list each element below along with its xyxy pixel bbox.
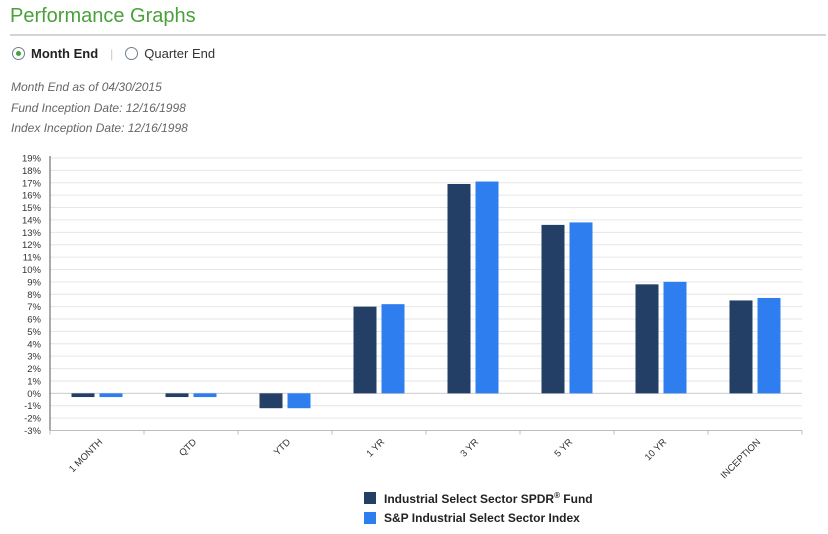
y-tick-label: 15% xyxy=(22,203,42,214)
y-tick-label: 13% xyxy=(22,228,42,239)
legend-label-fund: Industrial Select Sector SPDR® Fund xyxy=(384,490,593,506)
y-tick-label: 4% xyxy=(27,339,41,350)
toggle-separator: | xyxy=(110,46,114,61)
y-tick-label: 16% xyxy=(22,191,42,202)
title-divider xyxy=(10,34,826,36)
legend-swatch-fund xyxy=(364,492,376,504)
y-tick-label: 14% xyxy=(22,215,42,226)
y-tick-label: 6% xyxy=(27,315,41,326)
legend-label-index: S&P Industrial Select Sector Index xyxy=(384,511,580,525)
performance-info: Month End as of 04/30/2015 Fund Inceptio… xyxy=(11,77,188,139)
y-tick-label: 8% xyxy=(27,290,41,301)
bar-index xyxy=(381,304,405,394)
month-end-label[interactable]: Month End xyxy=(31,46,99,61)
quarter-end-radio[interactable]: Quarter End xyxy=(125,46,215,61)
y-tick-label: 3% xyxy=(27,352,41,363)
y-tick-label: 0% xyxy=(27,389,41,400)
fund-inception-date: Fund Inception Date: 12/16/1998 xyxy=(11,100,186,115)
x-tick-label: 3 YR xyxy=(459,437,482,460)
x-tick-label: 1 YR xyxy=(365,437,388,460)
bar-index xyxy=(287,393,311,409)
x-tick-label: INCEPTION xyxy=(719,437,763,480)
bar-index xyxy=(757,297,781,394)
radio-unchecked-icon[interactable] xyxy=(125,47,139,60)
y-tick-label: 7% xyxy=(27,302,41,313)
bar-fund xyxy=(71,393,95,398)
bar-index xyxy=(193,393,217,398)
chart-legend: Industrial Select Sector SPDR® Fund S&P … xyxy=(364,488,593,528)
x-tick-label: 5 YR xyxy=(553,437,576,460)
y-tick-label: 17% xyxy=(22,178,42,189)
legend-item-index: S&P Industrial Select Sector Index xyxy=(364,508,593,528)
y-tick-label: 12% xyxy=(22,240,42,251)
radio-checked-icon[interactable] xyxy=(12,47,25,60)
y-tick-label: -2% xyxy=(24,414,41,425)
as-of-date: Month End as of 04/30/2015 xyxy=(11,80,162,94)
bar-fund xyxy=(635,284,659,394)
bar-fund xyxy=(729,300,753,394)
bar-fund xyxy=(541,224,565,394)
y-tick-label: -1% xyxy=(24,401,41,412)
y-tick-label: 11% xyxy=(23,253,42,264)
quarter-end-label[interactable]: Quarter End xyxy=(144,46,216,61)
bar-fund xyxy=(259,393,283,409)
x-tick-label: YTD xyxy=(272,437,293,458)
x-tick-label: QTD xyxy=(177,437,199,459)
y-tick-label: 18% xyxy=(22,166,42,177)
month-end-radio[interactable]: Month End xyxy=(12,46,98,61)
y-tick-label: 10% xyxy=(22,265,42,276)
period-toggle: Month End | Quarter End xyxy=(12,46,215,61)
y-tick-label: 2% xyxy=(27,364,41,375)
bar-index xyxy=(663,281,687,394)
index-inception-date: Index Inception Date: 12/16/1998 xyxy=(11,121,188,135)
bar-fund xyxy=(353,306,377,394)
performance-bar-chart: -3%-2% -1%0% 1%2%3% 4%5%6% 7%8% 9%10%11% 12%13… xyxy=(22,154,803,480)
legend-swatch-index xyxy=(364,512,376,524)
bar-fund xyxy=(447,184,471,394)
legend-item-fund: Industrial Select Sector SPDR® Fund xyxy=(364,488,593,508)
bar-fund xyxy=(165,393,189,398)
bar-index xyxy=(99,393,123,398)
y-tick-label: 1% xyxy=(27,376,41,387)
y-tick-label: 19% xyxy=(22,154,42,165)
x-tick-label: 10 YR xyxy=(643,437,669,463)
y-tick-label: 5% xyxy=(27,327,41,338)
y-tick-label: 9% xyxy=(27,277,41,288)
bar-index xyxy=(569,222,593,394)
page-title: Performance Graphs xyxy=(10,5,196,27)
y-tick-label: -3% xyxy=(24,426,41,437)
bar-index xyxy=(475,181,499,394)
x-tick-label: 1 MONTH xyxy=(67,437,105,475)
